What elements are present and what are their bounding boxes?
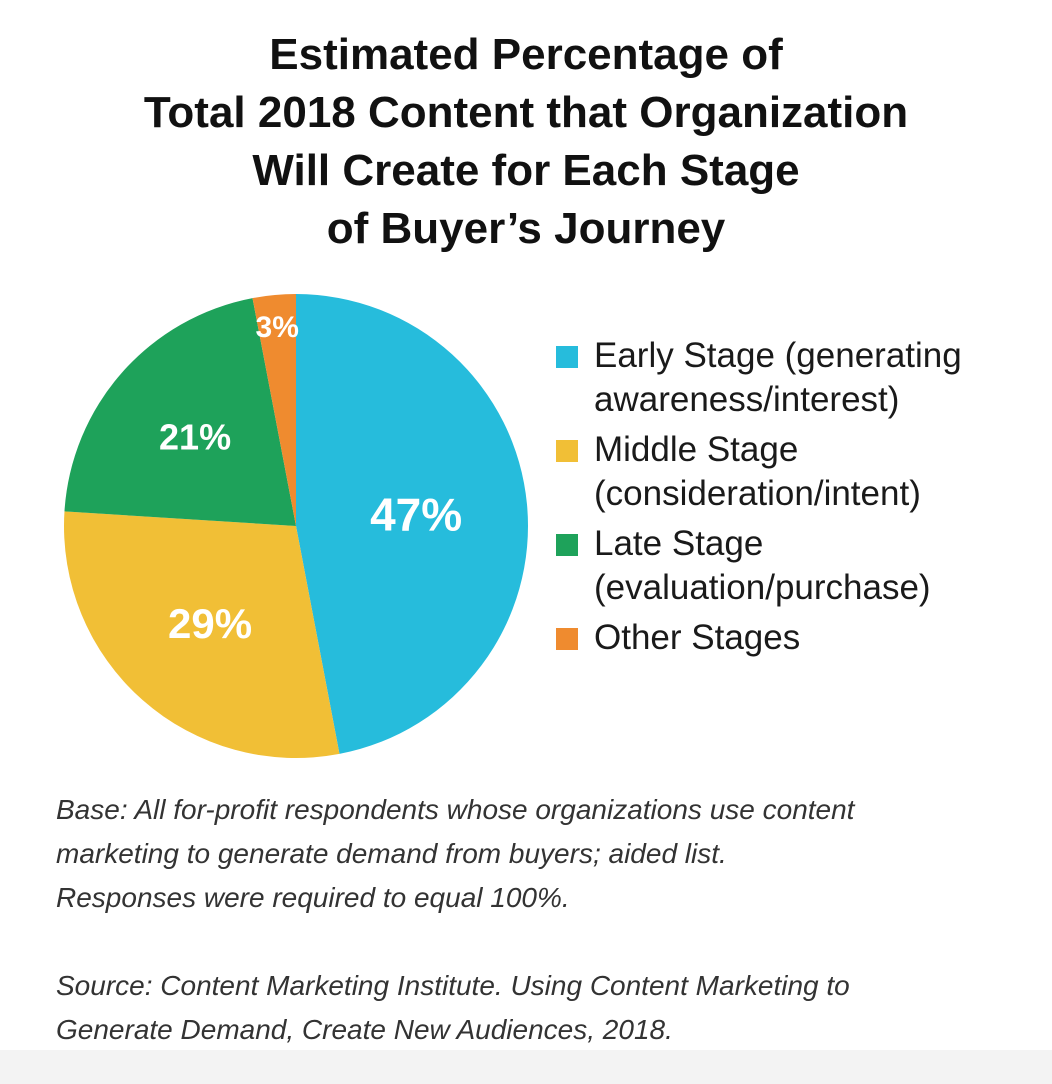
legend-label: Middle Stage (consideration/intent) — [594, 430, 921, 513]
legend-label: Early Stage (generating awareness/intere… — [594, 336, 962, 419]
base-note: Base: All for-profit respondents whose o… — [56, 794, 855, 913]
legend-item-late: Late Stage (evaluation/purchase) — [556, 522, 1046, 610]
pie-slice-label: 29% — [168, 600, 252, 647]
pie-slice — [64, 298, 297, 526]
pie-slice-label: 3% — [256, 311, 299, 344]
chart-title-line: of Buyer’s Journey — [326, 204, 726, 253]
pie-slice — [296, 294, 528, 754]
pie-slice-label: 21% — [159, 417, 231, 458]
legend-label: Other Stages — [594, 618, 801, 657]
legend-swatch — [556, 628, 578, 650]
legend-item-early: Early Stage (generating awareness/intere… — [556, 334, 1046, 422]
source-note: Source: Content Marketing Institute. Usi… — [56, 970, 850, 1045]
pie-slice-label: 47% — [370, 489, 462, 541]
chart-title-line: Total 2018 Content that Organization — [143, 88, 909, 137]
legend-swatch — [556, 440, 578, 462]
chart-title-line: Estimated Percentage of — [269, 30, 783, 79]
legend-item-middle: Middle Stage (consideration/intent) — [556, 428, 1046, 516]
legend-item-other: Other Stages — [556, 616, 1046, 660]
chart-title-line: Will Create for Each Stage — [252, 146, 800, 195]
pie-slice — [64, 511, 340, 758]
legend-swatch — [556, 346, 578, 368]
chart-title: Estimated Percentage of Total 2018 Conte… — [0, 26, 1052, 258]
footnotes: Base: All for-profit respondents whose o… — [56, 788, 1036, 1052]
legend-swatch — [556, 534, 578, 556]
bottom-strip — [0, 1050, 1052, 1084]
legend: Early Stage (generating awareness/intere… — [556, 334, 1046, 666]
legend-label: Late Stage (evaluation/purchase) — [594, 524, 931, 607]
pie-chart: 47% 29% 21% 3% — [64, 294, 528, 758]
pie-slice — [252, 294, 296, 526]
